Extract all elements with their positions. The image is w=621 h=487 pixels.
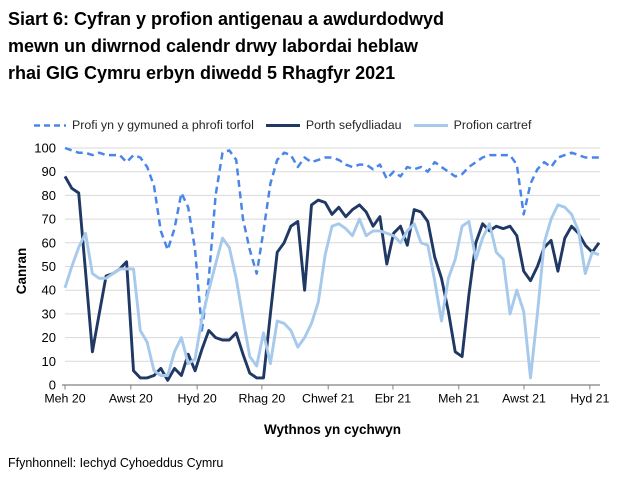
series-line-2 [63, 203, 600, 380]
chart-title: Siart 6: Cyfran y profion antigenau a aw… [8, 6, 608, 87]
x-tick-label-7: Awst 21 [502, 392, 546, 406]
y-tick-label-80: 80 [42, 188, 56, 203]
legend-label-community: Profi yn y gymuned a phrofi torfol [72, 118, 254, 132]
legend: Profi yn y gymuned a phrofi torfol Porth… [33, 116, 608, 134]
legend-swatch-lightblue-line [413, 123, 448, 127]
x-axis-title: Wythnos yn cychwyn [263, 422, 402, 437]
y-tick-label-20: 20 [42, 330, 56, 345]
legend-item-cartref: Profion cartref [413, 118, 532, 132]
plot-svg: 0 10 20 30 40 50 60 70 80 90 100 Meh 20 Awst 20 Hyd … [14, 141, 610, 406]
y-axis-title: Canran [14, 248, 29, 295]
series-line-1 [63, 175, 601, 382]
x-axis-labels: Meh 20 Awst 20 Hyd 20 Rhag 20 Chwef 21 Ebr 21… [44, 392, 609, 406]
y-tick-label-50: 50 [42, 259, 56, 274]
x-tick-label-1: Awst 20 [109, 392, 153, 406]
legend-label-cartref: Profion cartref [453, 118, 532, 132]
source-text: Ffynhonnell: Iechyd Cyhoeddus Cymru [8, 456, 224, 470]
x-tick-label-0: Meh 20 [44, 392, 85, 406]
x-axis-line [62, 384, 600, 390]
y-tick-label-0: 0 [49, 378, 56, 393]
y-tick-label-10: 10 [42, 354, 56, 369]
y-tick-label-90: 90 [42, 164, 56, 179]
x-tick-label-2: Hyd 20 [178, 392, 217, 406]
y-axis-labels: 0 10 20 30 40 50 60 70 80 90 100 [34, 141, 56, 393]
series-lines [63, 146, 601, 382]
x-tick-label-3: Rhag 20 [238, 392, 285, 406]
legend-item-porth: Porth sefydliadau [265, 118, 402, 132]
y-tick-label-100: 100 [34, 141, 56, 156]
chart-title-line2: mewn un diwrnod calendr drwy labordai he… [8, 36, 419, 56]
y-tick-label-70: 70 [42, 212, 56, 227]
series-line-0 [64, 146, 599, 332]
chart-title-line3: rhai GIG Cymru erbyn diwedd 5 Rhagfyr 20… [8, 63, 396, 83]
x-tick-label-8: Hyd 21 [570, 392, 609, 406]
legend-item-community: Profi yn y gymuned a phrofi torfol [33, 118, 254, 132]
y-tick-label-30: 30 [42, 306, 56, 321]
legend-label-porth: Porth sefydliadau [305, 118, 402, 132]
legend-swatch-navy-line [265, 123, 300, 127]
chart-title-line1: Siart 6: Cyfran y profion antigenau a aw… [8, 9, 445, 29]
x-tick-label-6: Meh 21 [438, 392, 479, 406]
legend-swatch-dashed-line [34, 123, 66, 127]
x-tick-label-5: Ebr 21 [375, 392, 412, 406]
y-tick-label-40: 40 [42, 283, 56, 298]
x-tick-label-4: Chwef 21 [302, 392, 354, 406]
y-tick-label-60: 60 [42, 235, 56, 250]
